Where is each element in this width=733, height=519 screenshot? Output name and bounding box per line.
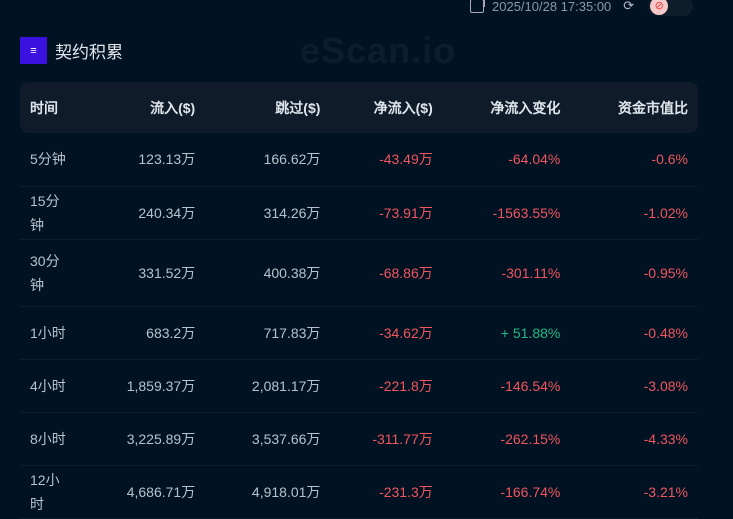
- table-cell: -43.49万: [330, 133, 443, 187]
- table-cell: 4小时: [20, 359, 80, 413]
- table-cell: 1,859.37万: [80, 359, 206, 413]
- table-cell: -262.15%: [442, 412, 571, 466]
- table-cell: -1.02%: [570, 186, 698, 240]
- table-cell: -301.11%: [442, 239, 571, 307]
- column-header[interactable]: 时间: [30, 99, 58, 116]
- table-cell: -221.8万: [330, 359, 443, 413]
- table-cell: 717.83万: [205, 306, 331, 360]
- data-table: 时间 流入($) 跳过($) 净流入($) 净流入变化 资金市值比 5分钟 123.13万 1…: [20, 82, 698, 519]
- table-cell: 166.62万: [205, 133, 331, 187]
- table-cell: -231.3万: [330, 465, 443, 519]
- table-cell: 683.2万: [80, 306, 206, 360]
- table-cell: 30分钟: [20, 239, 80, 307]
- table-cell: -166.74%: [442, 465, 571, 519]
- table-header: 时间 流入($) 跳过($) 净流入($) 净流入变化 资金市值比: [20, 82, 698, 133]
- table-cell: -3.08%: [570, 359, 698, 413]
- table-row: 30分钟 331.52万 400.38万 -68.86万 -301.11% -0.95%: [20, 239, 698, 307]
- table-cell: -146.54%: [442, 359, 571, 413]
- table-cell: 2,081.17万: [205, 359, 331, 413]
- section-title-text: 契约积累: [55, 43, 123, 62]
- toggle-switch[interactable]: ⊘: [648, 0, 694, 16]
- copy-icon[interactable]: [470, 0, 485, 13]
- table-cell: 1小时: [20, 306, 80, 360]
- table-cell: 4,686.71万: [80, 465, 206, 519]
- top-bar: 2025/10/28 17:35:00 ⟳ ⊘: [470, 0, 694, 16]
- table-cell: 8小时: [20, 412, 80, 466]
- table-row: 12小时 4,686.71万 4,918.01万 -231.3万 -166.74% -3.…: [20, 465, 698, 519]
- table-row: 15分钟 240.34万 314.26万 -73.91万 -1563.55% -1.02%: [20, 186, 698, 240]
- table-cell: 12小时: [20, 465, 80, 519]
- table-cell: + 51.88%: [442, 306, 571, 360]
- table-cell: -0.48%: [570, 306, 698, 360]
- table-cell: 331.52万: [80, 239, 206, 307]
- column-header[interactable]: 资金市值比: [618, 99, 688, 116]
- table-row: 5分钟 123.13万 166.62万 -43.49万 -64.04% -0.6%: [20, 133, 698, 187]
- table-cell: -4.33%: [570, 412, 698, 466]
- table-cell: 400.38万: [205, 239, 331, 307]
- column-header[interactable]: 流入($): [150, 99, 196, 116]
- section-title: ≡ 契约积累: [20, 37, 123, 64]
- table-cell: -34.62万: [330, 306, 443, 360]
- table-cell: 3,537.66万: [205, 412, 331, 466]
- table-cell: 314.26万: [205, 186, 331, 240]
- table-cell: -1563.55%: [442, 186, 571, 240]
- column-header[interactable]: 跳过($): [275, 99, 321, 116]
- toggle-knob-icon: ⊘: [650, 0, 669, 15]
- table-cell: -73.91万: [330, 186, 443, 240]
- table-cell: 240.34万: [80, 186, 206, 240]
- table-row: 8小时 3,225.89万 3,537.66万 -311.77万 -262.15% -4.…: [20, 412, 698, 466]
- table-cell: -68.86万: [330, 239, 443, 307]
- logo-icon: ≡: [20, 37, 47, 64]
- table-cell: 123.13万: [80, 133, 206, 187]
- table-cell: 3,225.89万: [80, 412, 206, 466]
- column-header[interactable]: 净流入($): [373, 99, 433, 116]
- table-cell: -0.95%: [570, 239, 698, 307]
- table-cell: 4,918.01万: [205, 465, 331, 519]
- table-cell: 15分钟: [20, 186, 80, 240]
- table-cell: 5分钟: [20, 133, 80, 187]
- table-row: 4小时 1,859.37万 2,081.17万 -221.8万 -146.54% -3.0…: [20, 359, 698, 413]
- column-header[interactable]: 净流入变化: [490, 99, 561, 116]
- table-cell: -3.21%: [570, 465, 698, 519]
- watermark: eScan.io: [300, 30, 457, 71]
- table-row: 1小时 683.2万 717.83万 -34.62万 + 51.88% -0.48%: [20, 306, 698, 360]
- timestamp: 2025/10/28 17:35:00: [492, 0, 612, 14]
- refresh-icon[interactable]: ⟳: [623, 0, 635, 13]
- table-cell: -311.77万: [330, 412, 443, 466]
- table-cell: -0.6%: [570, 133, 698, 187]
- table-cell: -64.04%: [442, 133, 571, 187]
